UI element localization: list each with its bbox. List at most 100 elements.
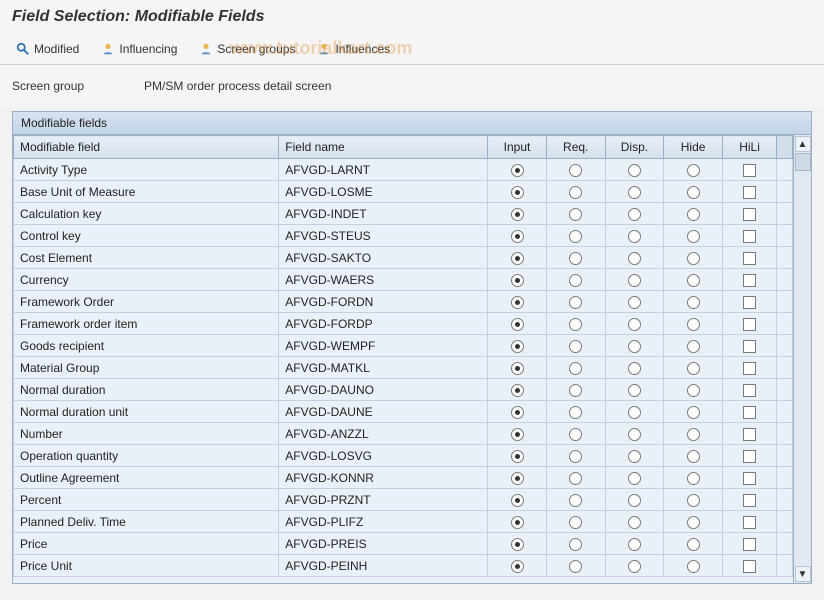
hili-checkbox[interactable]	[743, 208, 756, 221]
disp-radio[interactable]	[628, 208, 641, 221]
hili-checkbox[interactable]	[743, 186, 756, 199]
hili-checkbox[interactable]	[743, 296, 756, 309]
hili-checkbox[interactable]	[743, 472, 756, 485]
req-radio[interactable]	[569, 450, 582, 463]
hide-radio[interactable]	[687, 208, 700, 221]
table-row[interactable]: PriceAFVGD-PREIS	[14, 533, 793, 555]
input-radio[interactable]	[511, 164, 524, 177]
req-radio[interactable]	[569, 208, 582, 221]
table-row[interactable]: Planned Deliv. TimeAFVGD-PLIFZ	[14, 511, 793, 533]
table-row[interactable]: PercentAFVGD-PRZNT	[14, 489, 793, 511]
req-radio[interactable]	[569, 186, 582, 199]
input-radio[interactable]	[511, 208, 524, 221]
input-radio[interactable]	[511, 560, 524, 573]
disp-radio[interactable]	[628, 560, 641, 573]
col-header-label[interactable]: Modifiable field	[14, 136, 279, 159]
hili-checkbox[interactable]	[743, 164, 756, 177]
hide-radio[interactable]	[687, 406, 700, 419]
hili-checkbox[interactable]	[743, 384, 756, 397]
hide-radio[interactable]	[687, 494, 700, 507]
hide-radio[interactable]	[687, 384, 700, 397]
col-header-name[interactable]: Field name	[279, 136, 488, 159]
table-row[interactable]: NumberAFVGD-ANZZL	[14, 423, 793, 445]
input-radio[interactable]	[511, 384, 524, 397]
disp-radio[interactable]	[628, 538, 641, 551]
input-radio[interactable]	[511, 494, 524, 507]
hide-radio[interactable]	[687, 230, 700, 243]
modified-button[interactable]: Modified	[10, 40, 85, 58]
hide-radio[interactable]	[687, 296, 700, 309]
hide-radio[interactable]	[687, 362, 700, 375]
hili-checkbox[interactable]	[743, 516, 756, 529]
hili-checkbox[interactable]	[743, 494, 756, 507]
table-row[interactable]: Framework OrderAFVGD-FORDN	[14, 291, 793, 313]
hili-checkbox[interactable]	[743, 318, 756, 331]
hili-checkbox[interactable]	[743, 560, 756, 573]
req-radio[interactable]	[569, 362, 582, 375]
screen-groups-button[interactable]: Screen groups	[193, 40, 301, 58]
req-radio[interactable]	[569, 494, 582, 507]
input-radio[interactable]	[511, 450, 524, 463]
table-row[interactable]: Normal duration unitAFVGD-DAUNE	[14, 401, 793, 423]
req-radio[interactable]	[569, 230, 582, 243]
col-header-input[interactable]: Input	[488, 136, 547, 159]
input-radio[interactable]	[511, 538, 524, 551]
disp-radio[interactable]	[628, 450, 641, 463]
scroll-down-icon[interactable]: ▼	[795, 566, 811, 582]
table-row[interactable]: Framework order itemAFVGD-FORDP	[14, 313, 793, 335]
input-radio[interactable]	[511, 252, 524, 265]
req-radio[interactable]	[569, 252, 582, 265]
req-radio[interactable]	[569, 340, 582, 353]
table-row[interactable]: Goods recipientAFVGD-WEMPF	[14, 335, 793, 357]
hide-radio[interactable]	[687, 340, 700, 353]
table-row[interactable]: Cost ElementAFVGD-SAKTO	[14, 247, 793, 269]
hide-radio[interactable]	[687, 186, 700, 199]
table-row[interactable]: Control keyAFVGD-STEUS	[14, 225, 793, 247]
disp-radio[interactable]	[628, 340, 641, 353]
input-radio[interactable]	[511, 318, 524, 331]
hili-checkbox[interactable]	[743, 340, 756, 353]
input-radio[interactable]	[511, 230, 524, 243]
hili-checkbox[interactable]	[743, 362, 756, 375]
input-radio[interactable]	[511, 406, 524, 419]
req-radio[interactable]	[569, 538, 582, 551]
hili-checkbox[interactable]	[743, 274, 756, 287]
hide-radio[interactable]	[687, 450, 700, 463]
req-radio[interactable]	[569, 516, 582, 529]
table-row[interactable]: Normal durationAFVGD-DAUNO	[14, 379, 793, 401]
hide-radio[interactable]	[687, 428, 700, 441]
disp-radio[interactable]	[628, 164, 641, 177]
disp-radio[interactable]	[628, 406, 641, 419]
req-radio[interactable]	[569, 384, 582, 397]
hili-checkbox[interactable]	[743, 450, 756, 463]
col-header-req[interactable]: Req.	[546, 136, 605, 159]
table-row[interactable]: CurrencyAFVGD-WAERS	[14, 269, 793, 291]
table-row[interactable]: Base Unit of MeasureAFVGD-LOSME	[14, 181, 793, 203]
disp-radio[interactable]	[628, 186, 641, 199]
input-radio[interactable]	[511, 186, 524, 199]
table-row[interactable]: Activity TypeAFVGD-LARNT	[14, 159, 793, 181]
disp-radio[interactable]	[628, 494, 641, 507]
req-radio[interactable]	[569, 318, 582, 331]
col-header-hide[interactable]: Hide	[664, 136, 723, 159]
hili-checkbox[interactable]	[743, 428, 756, 441]
hide-radio[interactable]	[687, 274, 700, 287]
scroll-thumb[interactable]	[795, 153, 811, 171]
table-row[interactable]: Price UnitAFVGD-PEINH	[14, 555, 793, 577]
hide-radio[interactable]	[687, 538, 700, 551]
col-header-disp[interactable]: Disp.	[605, 136, 664, 159]
disp-radio[interactable]	[628, 384, 641, 397]
hili-checkbox[interactable]	[743, 406, 756, 419]
scroll-up-icon[interactable]: ▲	[795, 136, 811, 152]
hili-checkbox[interactable]	[743, 230, 756, 243]
disp-radio[interactable]	[628, 230, 641, 243]
input-radio[interactable]	[511, 274, 524, 287]
influences-button[interactable]: Influences	[311, 40, 396, 58]
table-row[interactable]: Calculation keyAFVGD-INDET	[14, 203, 793, 225]
hili-checkbox[interactable]	[743, 538, 756, 551]
disp-radio[interactable]	[628, 252, 641, 265]
hide-radio[interactable]	[687, 164, 700, 177]
req-radio[interactable]	[569, 472, 582, 485]
hili-checkbox[interactable]	[743, 252, 756, 265]
req-radio[interactable]	[569, 164, 582, 177]
